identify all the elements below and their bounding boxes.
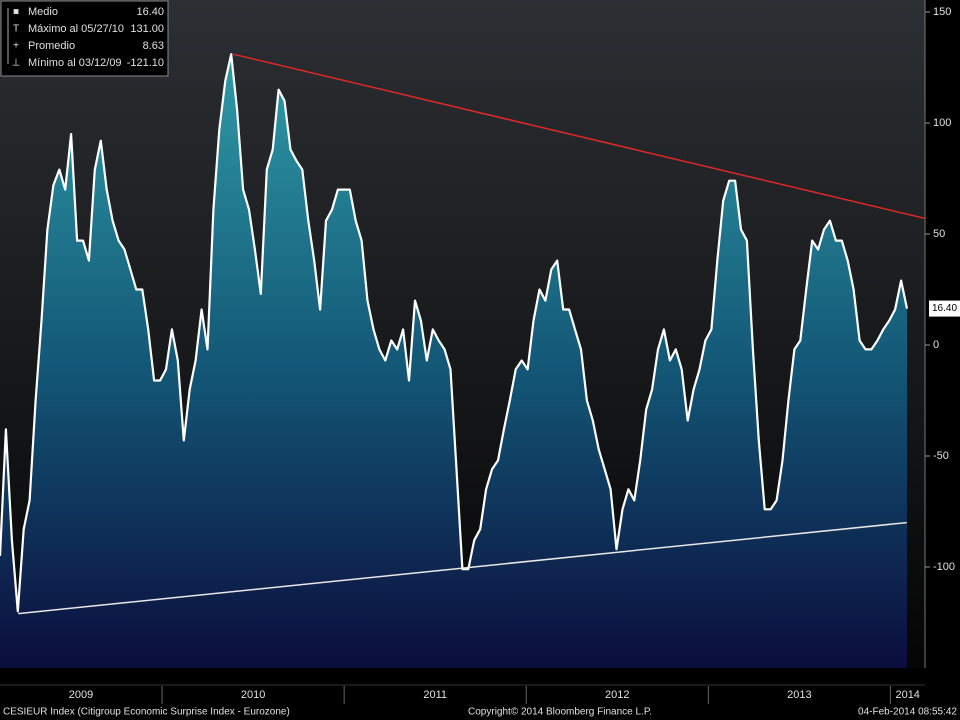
last-value-box: [929, 300, 960, 317]
legend-value: 16.40: [136, 6, 164, 18]
legend-icon: +: [13, 41, 19, 52]
legend-icon: ■: [13, 7, 19, 18]
legend-icon: ⊥: [12, 58, 21, 69]
footer-center: Copyright© 2014 Bloomberg Finance L.P.: [468, 707, 652, 718]
y-tick-label: 50: [933, 228, 945, 240]
x-tick-label: 2013: [787, 689, 811, 701]
y-tick-label: -50: [933, 450, 949, 462]
legend-value: 131.00: [130, 23, 164, 35]
area-fill: [0, 54, 907, 668]
line: [0, 53, 909, 613]
x-tick-label: 2009: [69, 689, 93, 701]
legend-value: 8.63: [143, 40, 164, 52]
legend-label: Promedio: [28, 40, 75, 52]
legend-box: [0, 0, 169, 77]
y-tick-label: 150: [933, 6, 951, 18]
y-tick-label: -100: [933, 561, 955, 573]
legend-label: Mínimo al 03/12/09: [28, 57, 122, 69]
y-tick-label: 0: [933, 339, 939, 351]
x-tick-label: 2012: [605, 689, 629, 701]
x-tick-label: 2014: [895, 689, 919, 701]
trendline: [18, 521, 907, 615]
footer-right: 04-Feb-2014 08:55:42: [858, 707, 957, 718]
y-tick-label: 100: [933, 117, 951, 129]
x-tick-label: 2011: [423, 689, 447, 701]
footer-left: CESIEUR Index (Citigroup Economic Surpri…: [3, 707, 290, 718]
legend-value: -121.10: [127, 57, 164, 69]
axis-background: [925, 0, 960, 720]
last-value-label: 16.40: [932, 303, 957, 314]
legend: ■ Medio 16.40 T Máximo al 05/27/10 131.00 + Pro…: [0, 0, 169, 77]
legend-label: Medio: [28, 6, 58, 18]
legend-label: Máximo al 05/27/10: [28, 23, 124, 35]
trendline: [232, 53, 926, 220]
legend-icon: T: [13, 24, 19, 35]
x-tick-label: 2010: [241, 689, 265, 701]
